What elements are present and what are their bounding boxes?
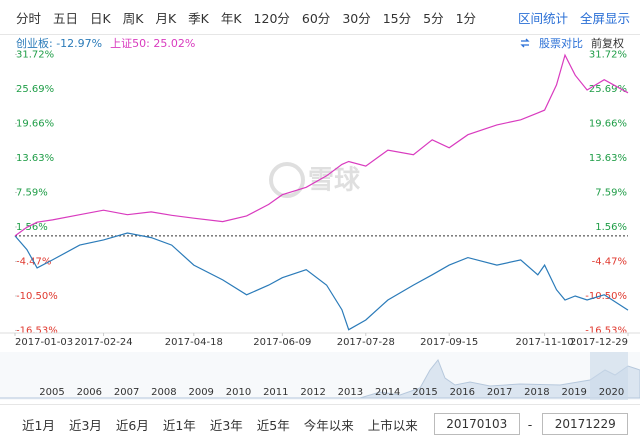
navigator-year: 2005 (39, 387, 64, 398)
navigator-year: 2010 (226, 387, 251, 398)
tool-link[interactable]: 全屏显示 (579, 10, 630, 26)
range-bar: 近1月 近3月 近6月 近1年 近3年 近5年 今年以来 上市以来 20170103 - 20… (0, 404, 640, 443)
y2-tick-label: -4.47% (592, 256, 627, 267)
y2-tick-label: 31.72% (589, 49, 627, 60)
y2-tick-label: -16.53% (585, 325, 627, 336)
range-button[interactable]: 近5年 (256, 417, 290, 433)
x-tick-label: 2017-12-29 (570, 337, 628, 348)
range-list: 近1月 近3月 近6月 近1年 近3年 近5年 今年以来 上市以来 (0, 415, 418, 434)
range-button[interactable]: 近6月 (115, 417, 149, 433)
y-tick-label: 13.63% (16, 153, 54, 164)
start-date[interactable]: 20170103 (433, 413, 520, 435)
compare-link[interactable]: 股票对比 (539, 37, 583, 50)
navigator-year: 2018 (524, 387, 549, 398)
toolbar: 分时 五日 日K 周K 月K 季K 年K 120分 60分 30分 15分 5分 1分 区间统计 全屏显示 (0, 0, 640, 35)
y-tick-label: 25.69% (16, 84, 54, 95)
tab[interactable]: 五日 (53, 10, 79, 26)
navigator-window[interactable] (590, 352, 628, 400)
watermark: 雪球 (269, 162, 361, 198)
y-tick-label: 1.56% (16, 222, 48, 233)
y-tick-label: -10.50% (16, 291, 58, 302)
navigator-year: 2009 (188, 387, 213, 398)
navigator-year: 2020 (599, 387, 624, 398)
navigator-year: 2008 (151, 387, 176, 398)
x-tick-label: 2017-06-09 (253, 337, 311, 348)
chart-options: 股票对比 前复权 (519, 35, 624, 51)
navigator-year: 2012 (300, 387, 325, 398)
y2-tick-label: 13.63% (589, 153, 627, 164)
navigator-year: 2007 (114, 387, 139, 398)
tab[interactable]: 60分 (301, 10, 331, 26)
navigator-year: 2011 (263, 387, 288, 398)
legend-item: 创业板: -12.97% (16, 37, 103, 50)
legend: 创业板: -12.97% 上证50: 25.02% (16, 35, 203, 51)
tool-link[interactable]: 区间统计 (517, 10, 568, 26)
y-tick-label: 7.59% (16, 187, 48, 198)
y2-tick-label: 25.69% (589, 84, 627, 95)
series-line (14, 232, 629, 331)
y-tick-label: 31.72% (16, 49, 54, 60)
y2-tick-label: 7.59% (595, 187, 627, 198)
range-button[interactable]: 今年以来 (303, 417, 354, 433)
navigator-year: 2006 (77, 387, 102, 398)
x-tick-label: 2017-11-10 (516, 337, 574, 348)
tool-links: 区间统计 全屏显示 (506, 0, 630, 34)
x-tick-label: 2017-02-24 (74, 337, 132, 348)
tab[interactable]: 分时 (16, 10, 42, 26)
chart: 雪球 31.72% 31.72% 25.69% 25.69% 19.66% 19.66% 1… (0, 49, 640, 400)
date-separator: - (527, 416, 533, 432)
range-button[interactable]: 近1年 (162, 417, 196, 433)
y-tick-label: 19.66% (16, 118, 54, 129)
range-button[interactable]: 近3年 (209, 417, 243, 433)
tab[interactable]: 1分 (455, 10, 477, 26)
range-button[interactable]: 上市以来 (367, 417, 418, 433)
x-tick-label: 2017-09-15 (420, 337, 478, 348)
tab[interactable]: 15分 (382, 10, 412, 26)
x-tick-label: 2017-01-03 (15, 337, 73, 348)
tab[interactable]: 120分 (253, 10, 290, 26)
range-button[interactable]: 近3月 (68, 417, 102, 433)
y2-tick-label: 19.66% (589, 118, 627, 129)
navigator-year: 2017 (487, 387, 512, 398)
tab[interactable]: 周K (122, 10, 144, 26)
legend-item: 上证50: 25.02% (110, 37, 196, 50)
series-line (14, 53, 629, 237)
range-button[interactable]: 近1月 (22, 417, 55, 433)
navigator-year: 2019 (561, 387, 586, 398)
compare-icon (520, 38, 530, 48)
navigator-year: 2016 (450, 387, 475, 398)
navigator-year: 2014 (375, 387, 400, 398)
tab[interactable]: 年K (220, 10, 242, 26)
navigator-year: 2015 (412, 387, 437, 398)
tab[interactable]: 季K (188, 10, 209, 26)
adjust-option[interactable]: 前复权 (591, 37, 624, 50)
end-date[interactable]: 20171229 (542, 413, 629, 435)
tab[interactable]: 30分 (342, 10, 371, 26)
y-tick-label: -16.53% (16, 325, 58, 336)
tab-list: 分时 五日 日K 周K 月K 季K 年K 120分 60分 30分 15分 5分 1分 (0, 8, 476, 27)
x-tick-label: 2017-07-28 (337, 337, 395, 348)
navigator-year: 2013 (338, 387, 363, 398)
y2-tick-label: 1.56% (595, 222, 627, 233)
tab[interactable]: 日K (90, 10, 111, 26)
x-tick-label: 2017-04-18 (165, 337, 223, 348)
tab[interactable]: 5分 (423, 10, 444, 26)
tab[interactable]: 月K (155, 10, 177, 26)
